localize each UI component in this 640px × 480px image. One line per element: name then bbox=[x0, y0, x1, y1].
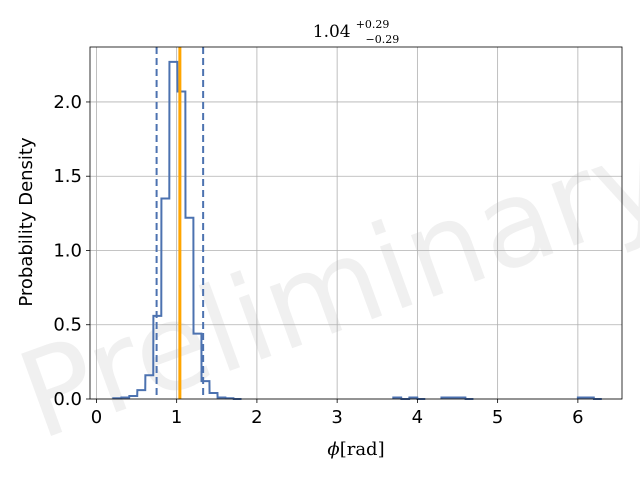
y-axis-label: Probability Density bbox=[16, 137, 37, 307]
histogram-outline bbox=[112, 60, 242, 400]
title-lower-error: −0.29 bbox=[366, 33, 400, 46]
credible-interval-lines bbox=[155, 47, 205, 399]
x-tick-label: 1 bbox=[171, 407, 182, 428]
x-axis-label: ϕ[rad] bbox=[327, 439, 384, 460]
x-axis-unit: [rad] bbox=[340, 439, 385, 460]
y-tick-label: 2.0 bbox=[53, 92, 82, 113]
x-axis-symbol: ϕ bbox=[327, 439, 339, 460]
x-tick-label: 6 bbox=[572, 407, 583, 428]
title-median: 1.04 bbox=[313, 22, 351, 42]
y-tick-label: 1.5 bbox=[53, 166, 82, 187]
x-tick-label: 2 bbox=[251, 407, 262, 428]
x-tick-label: 4 bbox=[412, 407, 423, 428]
x-tick-label: 0 bbox=[91, 407, 102, 428]
y-tick-label: 0.0 bbox=[53, 389, 82, 410]
x-axis-ticks: 0 1 2 3 4 5 6 bbox=[91, 399, 584, 428]
y-tick-label: 1.0 bbox=[53, 240, 82, 261]
chart-title: 1.04 +0.29 −0.29 bbox=[313, 13, 399, 46]
title-upper-error: +0.29 bbox=[356, 18, 390, 31]
y-tick-label: 0.5 bbox=[53, 315, 82, 336]
x-tick-label: 5 bbox=[492, 407, 503, 428]
x-tick-label: 3 bbox=[331, 407, 342, 428]
y-axis-ticks: 0.0 0.5 1.0 1.5 2.0 bbox=[53, 92, 90, 410]
plot-frame bbox=[89, 46, 623, 400]
histogram-outline bbox=[440, 396, 474, 400]
